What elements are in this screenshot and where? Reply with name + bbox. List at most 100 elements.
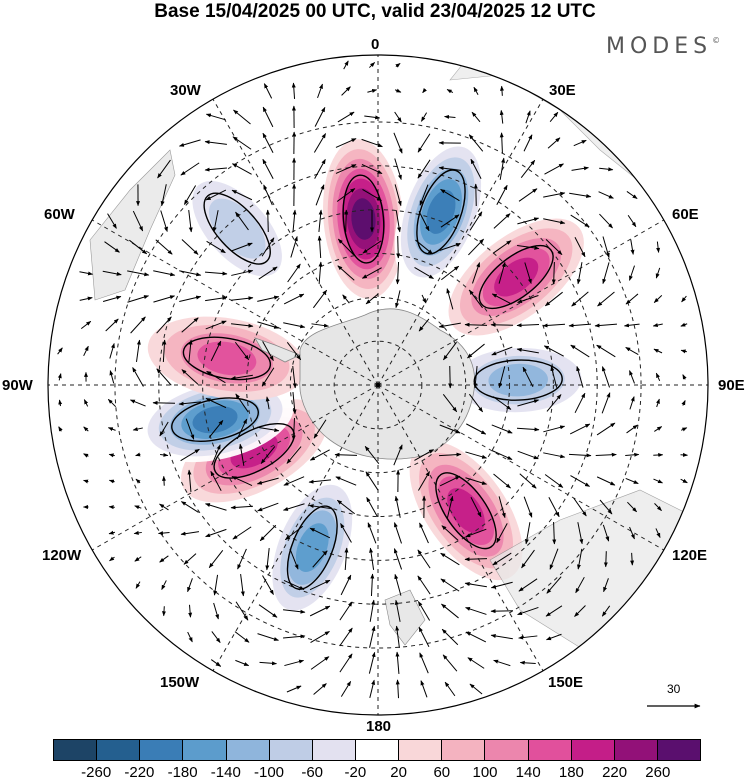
wind-arrow — [469, 683, 483, 695]
wind-arrow — [491, 293, 512, 305]
meridian-line — [91, 384, 379, 551]
wind-arrow — [549, 548, 559, 570]
wind-arrow — [210, 659, 222, 667]
wind-arrow — [157, 531, 170, 536]
wind-arrow — [157, 159, 171, 179]
wind-arrow — [233, 109, 251, 125]
wind-arrow — [571, 291, 589, 307]
wind-arrow — [312, 289, 328, 309]
wind-arrow — [283, 609, 306, 614]
wind-arrow — [519, 473, 537, 489]
wind-arrow — [465, 451, 488, 459]
wind-arrow — [232, 136, 252, 150]
wind-arrow — [492, 240, 512, 254]
wind-arrow — [574, 236, 586, 258]
wind-arrow — [104, 241, 120, 253]
wind-arrow — [498, 496, 506, 519]
wind-arrow — [518, 578, 538, 592]
wind-arrow — [394, 573, 402, 596]
wind-arrow — [417, 159, 431, 179]
wind-arrow — [57, 347, 63, 355]
wind-arrow — [570, 475, 590, 487]
wind-arrow — [395, 290, 401, 309]
wind-arrow — [188, 604, 193, 618]
wind-arrow — [499, 132, 504, 154]
wind-arrow — [127, 270, 150, 277]
wind-arrow — [573, 497, 587, 517]
colorbar-swatch — [571, 740, 615, 760]
wind-arrow — [83, 479, 89, 484]
wind-arrow — [516, 323, 540, 328]
wind-arrow — [394, 184, 402, 207]
wind-arrow — [108, 479, 115, 484]
wind-arrow — [181, 369, 199, 385]
wind-arrow — [339, 601, 353, 621]
wind-arrow — [286, 446, 302, 464]
wind-arrow — [470, 158, 482, 179]
wind-arrow — [362, 240, 382, 254]
wind-arrow — [545, 239, 563, 255]
wind-arrow — [602, 262, 610, 285]
wind-arrow — [444, 681, 456, 697]
wind-arrow — [314, 158, 326, 179]
wind-arrow — [343, 60, 349, 70]
wind-arrow — [310, 656, 330, 670]
wind-arrow — [365, 471, 379, 491]
wind-arrow — [237, 548, 247, 570]
wind-arrow — [364, 445, 380, 464]
wind-arrow — [629, 526, 635, 540]
wind-arrow — [309, 449, 330, 461]
wind-arrow — [653, 478, 663, 484]
wind-arrow — [258, 604, 278, 618]
wind-arrow — [568, 323, 592, 328]
wind-arrow — [518, 188, 538, 202]
wind-arrow — [491, 424, 513, 434]
wind-arrow — [627, 501, 637, 513]
wind-arrow — [342, 294, 350, 304]
wind-arrow — [596, 422, 616, 436]
wind-arrow — [680, 349, 687, 354]
wind-arrow — [623, 323, 640, 328]
wind-arrow — [680, 478, 688, 484]
wind-arrow — [524, 262, 532, 285]
wind-arrow — [653, 348, 663, 354]
wind-arrow — [308, 504, 331, 510]
anomaly-contour — [213, 422, 295, 479]
wind-arrow — [471, 262, 481, 284]
colorbar-swatch — [442, 740, 486, 760]
wind-arrow — [337, 238, 355, 256]
wind-arrow — [466, 423, 487, 435]
wind-arrow — [132, 210, 144, 232]
anomaly-shading — [426, 190, 456, 234]
colorbar-swatch — [399, 740, 443, 760]
wind-arrow — [422, 87, 427, 94]
wind-arrow — [417, 133, 431, 153]
wind-arrow — [577, 522, 584, 545]
wind-arrow — [395, 651, 400, 675]
wind-arrow — [283, 503, 305, 511]
colorbar-tick-label: 260 — [645, 764, 671, 781]
colorbar-swatch — [312, 740, 356, 760]
anomaly-contour — [342, 174, 385, 264]
wind-arrow — [105, 318, 119, 332]
wind-arrow — [259, 524, 277, 542]
wind-arrow — [263, 184, 273, 206]
wind-arrow — [232, 526, 252, 540]
wind-arrow — [492, 396, 512, 410]
wind-arrow — [395, 62, 401, 68]
meridian-line — [91, 219, 379, 386]
wind-arrow — [550, 365, 558, 388]
wind-arrow — [262, 106, 274, 128]
wind-arrow — [498, 261, 506, 284]
wind-arrow — [286, 685, 302, 693]
wind-arrow — [283, 476, 305, 486]
lon-label-30e: 30E — [549, 82, 576, 99]
wind-arrow — [361, 164, 383, 174]
wind-arrow — [625, 477, 639, 485]
wind-arrow — [601, 392, 611, 414]
wind-arrow — [108, 505, 115, 510]
wind-arrow — [601, 366, 611, 388]
wind-arrow — [681, 400, 686, 406]
wind-arrow — [231, 475, 253, 487]
wind-arrow — [135, 478, 141, 484]
